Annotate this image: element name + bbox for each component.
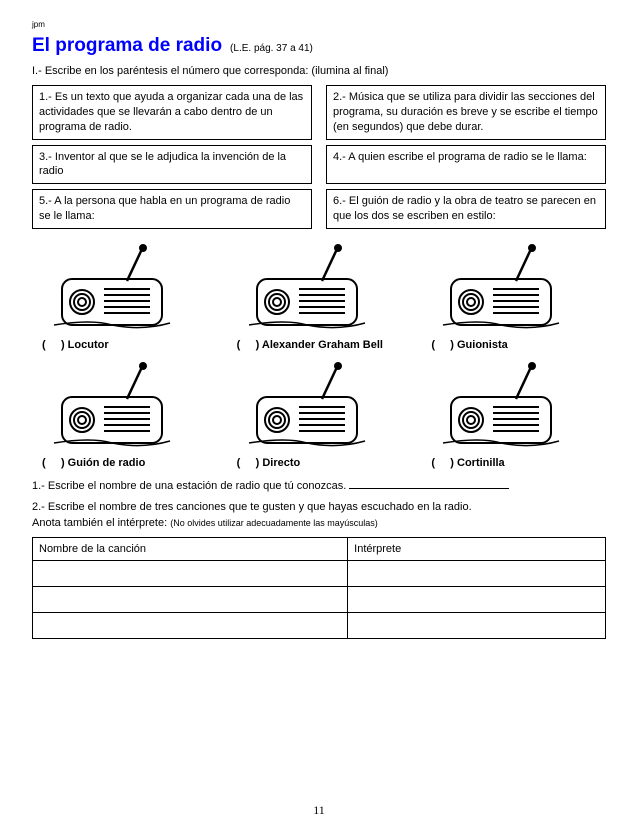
radio-label-text: Locutor (68, 339, 109, 351)
table-header-row: Nombre de la canción Intérprete (33, 538, 606, 561)
radio-label: ( ) Cortinilla (421, 457, 504, 469)
radio-icon (227, 357, 387, 457)
table-cell[interactable] (348, 587, 606, 613)
table-header-song: Nombre de la canción (33, 538, 348, 561)
instruction-text: I.- Escribe en los paréntesis el número … (32, 65, 606, 77)
radio-label: ( ) Locutor (32, 339, 109, 351)
table-row (33, 561, 606, 587)
radio-item: ( ) Guionista (421, 239, 606, 351)
radio-label-text: Guión de radio (68, 457, 146, 469)
radio-item: ( ) Directo (227, 357, 412, 469)
box-5: 5.- A la persona que habla en un program… (32, 189, 312, 229)
table-cell[interactable] (33, 613, 348, 639)
worksheet-page: jpm El programa de radio (L.E. pág. 37 a… (0, 0, 638, 826)
radio-icon (32, 239, 192, 339)
box-4: 4.- A quien escribe el programa de radio… (326, 145, 606, 185)
radio-label: ( ) Alexander Graham Bell (227, 339, 383, 351)
blank-line[interactable] (349, 479, 509, 489)
radio-label-text: Directo (262, 457, 300, 469)
radio-label-text: Alexander Graham Bell (262, 339, 383, 351)
radio-icon (227, 239, 387, 339)
radio-label: ( ) Guionista (421, 339, 507, 351)
page-title: El programa de radio (32, 35, 222, 57)
page-subtitle: (L.E. pág. 37 a 41) (230, 43, 313, 54)
box-row: 3.- Inventor al que se le adjudica la in… (32, 145, 606, 185)
question-2-note: (No olvides utilizar adecuadamente las m… (170, 518, 378, 528)
table-cell[interactable] (348, 613, 606, 639)
radio-grid: ( ) Locutor ( ) Alexander Graham Bell (32, 239, 606, 469)
page-number: 11 (0, 803, 638, 818)
header-tag: jpm (32, 20, 606, 29)
songs-table: Nombre de la canción Intérprete (32, 537, 606, 639)
question-1: 1.- Escribe el nombre de una estación de… (32, 479, 606, 494)
box-6: 6.- El guión de radio y la obra de teatr… (326, 189, 606, 229)
box-3: 3.- Inventor al que se le adjudica la in… (32, 145, 312, 185)
box-1: 1.- Es un texto que ayuda a organizar ca… (32, 85, 312, 140)
title-row: El programa de radio (L.E. pág. 37 a 41) (32, 35, 606, 57)
box-2: 2.- Música que se utiliza para dividir l… (326, 85, 606, 140)
table-cell[interactable] (348, 561, 606, 587)
radio-item: ( ) Guión de radio (32, 357, 217, 469)
radio-label: ( ) Guión de radio (32, 457, 145, 469)
radio-item: ( ) Cortinilla (421, 357, 606, 469)
question-2: 2.- Escribe el nombre de tres canciones … (32, 500, 606, 531)
box-row: 1.- Es un texto que ayuda a organizar ca… (32, 85, 606, 140)
question-1-text: 1.- Escribe el nombre de una estación de… (32, 480, 346, 492)
radio-item: ( ) Alexander Graham Bell (227, 239, 412, 351)
question-2-line1: 2.- Escribe el nombre de tres canciones … (32, 501, 472, 513)
radio-icon (32, 357, 192, 457)
question-2-line2: Anota también el intérprete: (32, 517, 167, 529)
radio-label-text: Cortinilla (457, 457, 505, 469)
table-row (33, 587, 606, 613)
table-cell[interactable] (33, 561, 348, 587)
definition-boxes: 1.- Es un texto que ayuda a organizar ca… (32, 85, 606, 229)
radio-label: ( ) Directo (227, 457, 301, 469)
table-header-artist: Intérprete (348, 538, 606, 561)
radio-icon (421, 357, 581, 457)
box-row: 5.- A la persona que habla en un program… (32, 189, 606, 229)
radio-icon (421, 239, 581, 339)
radio-item: ( ) Locutor (32, 239, 217, 351)
table-row (33, 613, 606, 639)
radio-label-text: Guionista (457, 339, 508, 351)
table-cell[interactable] (33, 587, 348, 613)
